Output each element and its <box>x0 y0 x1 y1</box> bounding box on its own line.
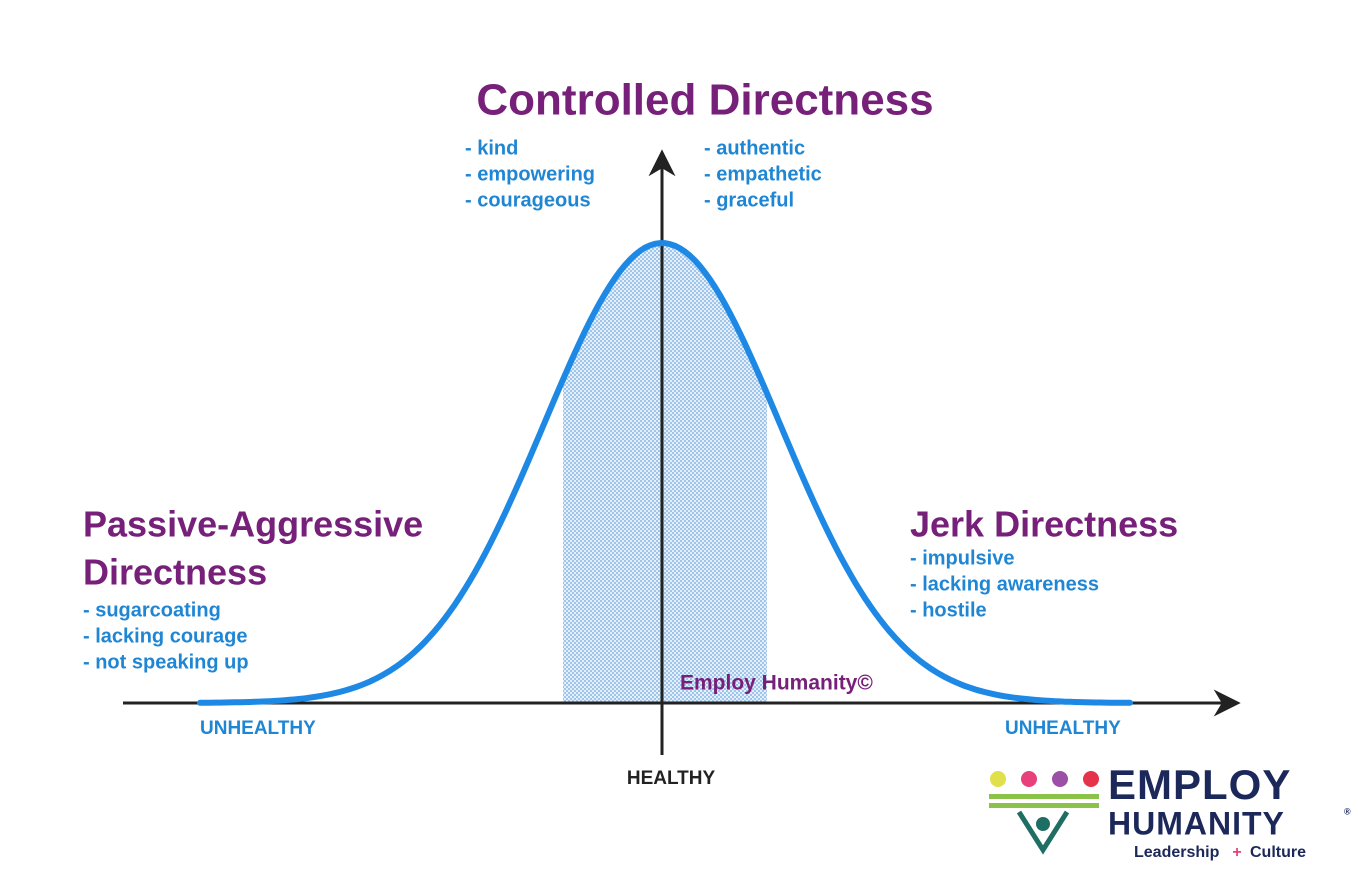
axis-label: UNHEALTHY <box>1005 718 1121 739</box>
trait: - sugarcoating <box>83 599 221 621</box>
logo-dot <box>1021 771 1037 787</box>
logo-dot <box>990 771 1006 787</box>
trait: - lacking awareness <box>910 573 1099 595</box>
trait: - graceful <box>704 189 794 211</box>
logo-bar <box>989 803 1099 808</box>
healthy-zone <box>563 243 767 703</box>
axis-label: UNHEALTHY <box>200 718 316 739</box>
heading: Passive-Aggressive <box>83 504 423 545</box>
logo-tagline: + <box>1232 844 1241 861</box>
heading: Directness <box>83 552 267 593</box>
logo-registered: ® <box>1344 806 1351 816</box>
trait: - impulsive <box>910 547 1014 569</box>
bell-curve <box>197 240 1133 706</box>
logo-dot <box>1083 771 1099 787</box>
trait: - lacking courage <box>83 625 248 647</box>
trait: - kind <box>465 137 518 159</box>
trait: - hostile <box>910 599 987 621</box>
title: Controlled Directness <box>476 76 933 125</box>
logo-tagline: Leadership <box>1134 844 1220 861</box>
axis-label: HEALTHY <box>627 768 716 789</box>
watermark: Employ Humanity© <box>680 672 873 695</box>
trait: - empathetic <box>704 163 822 185</box>
trait: - courageous <box>465 189 591 211</box>
logo-dot <box>1052 771 1068 787</box>
logo-tagline: Culture <box>1250 844 1306 861</box>
trait: - not speaking up <box>83 651 249 673</box>
heading: Jerk Directness <box>910 504 1178 545</box>
logo-head <box>1036 817 1050 831</box>
logo-text: EMPLOY <box>1108 761 1291 808</box>
logo: EMPLOY HUMANITY ® Leadership + Culture <box>989 761 1351 861</box>
trait: - empowering <box>465 163 595 185</box>
logo-v <box>1016 810 1070 855</box>
logo-bar <box>989 794 1099 799</box>
logo-text: HUMANITY <box>1108 805 1285 841</box>
trait: - authentic <box>704 137 805 159</box>
